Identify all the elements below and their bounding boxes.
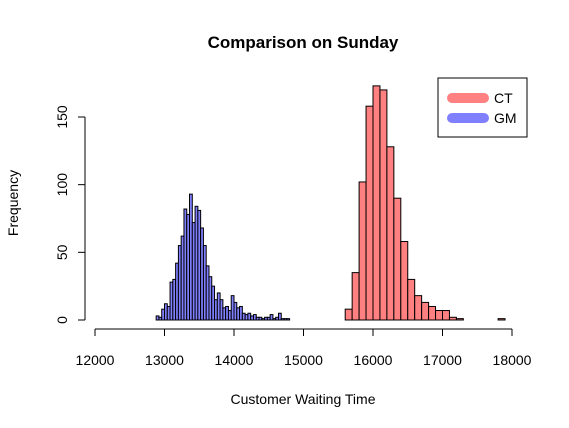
x-tick-label: 14000 xyxy=(215,352,254,368)
ct-histogram-bar xyxy=(421,301,430,321)
y-tick-label: 0 xyxy=(54,316,70,324)
ct-histogram-bar xyxy=(379,89,388,321)
ct-histogram-bar xyxy=(386,146,395,321)
ct-histogram-bar xyxy=(400,241,409,321)
y-axis: 0 50 100 150 xyxy=(54,105,86,324)
ct-histogram-bar xyxy=(497,318,506,321)
gm-histogram-bar xyxy=(286,318,291,321)
bars-layer xyxy=(155,85,506,321)
ct-histogram-bar xyxy=(358,181,367,321)
ct-histogram-bar xyxy=(455,318,464,321)
x-tick-label: 15000 xyxy=(284,352,323,368)
x-tick-label: 12000 xyxy=(76,352,115,368)
ct-histogram-bar xyxy=(365,105,374,321)
ct-histogram-bar xyxy=(448,316,457,321)
ct-histogram-bar xyxy=(435,310,443,321)
ct-histogram-bar xyxy=(372,85,381,321)
legend-box xyxy=(437,77,528,138)
legend: CT GM xyxy=(437,77,528,138)
ct-histogram-bar xyxy=(393,197,402,321)
ct-histogram-bar xyxy=(344,308,353,321)
x-tick-label: 17000 xyxy=(423,352,462,368)
ct-histogram-bar xyxy=(407,278,416,321)
gm-histogram-bar xyxy=(277,312,282,321)
y-axis-label: Frequency xyxy=(5,170,21,236)
chart-title: Comparison on Sunday xyxy=(208,33,399,52)
legend-label-ct: CT xyxy=(494,90,513,106)
y-tick-label: 50 xyxy=(54,244,70,260)
y-tick-label: 150 xyxy=(54,105,70,129)
ct-histogram-bar xyxy=(414,295,423,321)
x-tick-label: 13000 xyxy=(145,352,184,368)
y-tick-label: 100 xyxy=(54,173,70,197)
legend-label-gm: GM xyxy=(494,110,517,126)
ct-histogram-bar xyxy=(351,272,360,321)
x-tick-label: 18000 xyxy=(493,352,532,368)
ct-histogram-bar xyxy=(428,305,437,321)
x-axis-label: Customer Waiting Time xyxy=(231,391,376,407)
ct-histogram-bar xyxy=(442,310,450,321)
x-axis: 12000 13000 14000 15000 16000 17000 18000 xyxy=(76,328,532,368)
x-tick-label: 16000 xyxy=(354,352,393,368)
gm-histogram-bar xyxy=(269,314,274,321)
